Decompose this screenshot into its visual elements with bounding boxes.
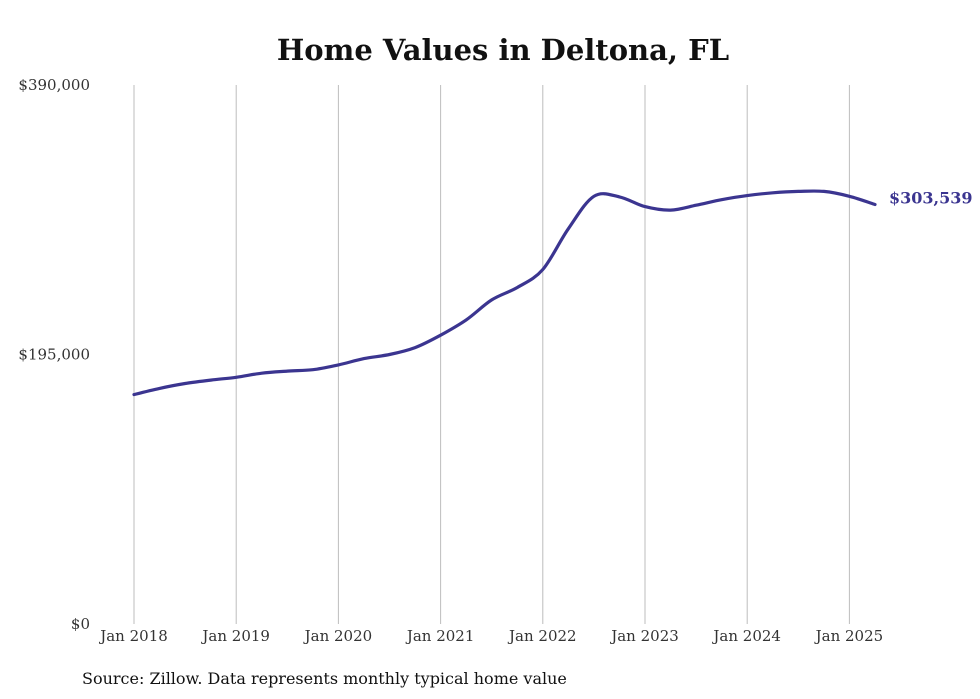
- series-line: [132, 189, 877, 397]
- x-tick-label: Jan 2024: [711, 627, 781, 645]
- x-axis-labels: Jan 2018 Jan 2019 Jan 2020 Jan 2021 Jan 2022…: [98, 627, 883, 645]
- x-tick-label: Jan 2025: [814, 627, 884, 645]
- x-tick-label: Jan 2019: [200, 627, 270, 645]
- end-value-label: $303,539: [889, 188, 973, 207]
- chart-title: Home Values in Deltona, FL: [277, 33, 729, 67]
- y-tick-label: $0: [71, 615, 90, 633]
- series-layer: [132, 189, 877, 397]
- x-tick-label: Jan 2018: [98, 627, 168, 645]
- source-note: Source: Zillow. Data represents monthly …: [82, 669, 567, 688]
- gridlines: [133, 85, 850, 624]
- x-tick-label: Jan 2020: [303, 627, 373, 645]
- x-tick-label: Jan 2023: [609, 627, 679, 645]
- y-tick-label: $195,000: [18, 346, 90, 364]
- x-tick-label: Jan 2021: [405, 627, 475, 645]
- y-tick-label: $390,000: [18, 76, 90, 94]
- y-axis-labels: $0 $195,000 $390,000: [18, 76, 90, 633]
- x-tick-label: Jan 2022: [507, 627, 577, 645]
